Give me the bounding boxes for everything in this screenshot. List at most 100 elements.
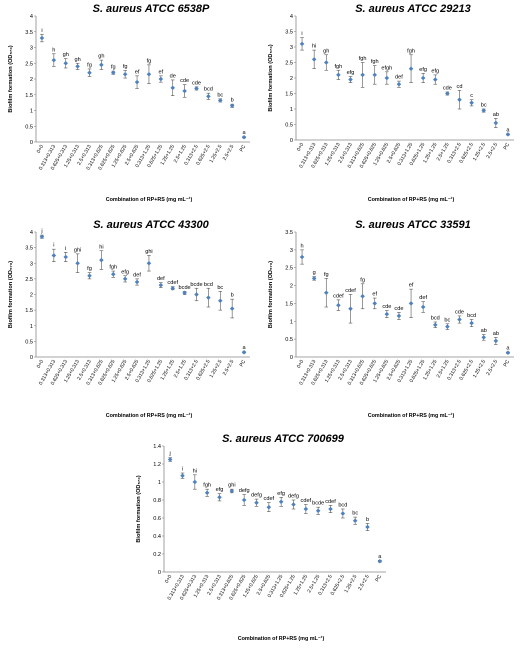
- data-point: [372, 72, 377, 78]
- x-axis-label: Combination of RP+RS (mg mL⁻¹): [368, 197, 455, 203]
- data-point: [348, 306, 353, 312]
- significance-letter: fgh: [334, 64, 342, 70]
- data-point: [303, 506, 309, 512]
- data-point: [134, 79, 140, 85]
- significance-letter: b: [366, 517, 369, 523]
- data-point: [372, 301, 377, 306]
- data-point: [408, 301, 414, 306]
- y-tick-label: 3.5: [25, 246, 33, 252]
- significance-letter: fg: [360, 277, 365, 283]
- y-tick-label: 2.5: [25, 277, 33, 283]
- y-axis-label: Biofilm formation (OD₅₇₀): [136, 475, 142, 542]
- significance-letter: cde: [455, 309, 464, 315]
- y-tick-label: 3.5: [285, 30, 293, 36]
- y-tick-label: 2: [290, 284, 293, 290]
- y-tick-label: 0: [290, 355, 293, 361]
- data-point: [324, 60, 329, 65]
- y-tick-label: 1: [290, 107, 293, 113]
- data-point: [352, 518, 358, 523]
- significance-letter: a: [378, 554, 382, 560]
- significance-letter: efg: [347, 70, 355, 76]
- significance-letter: bcd: [338, 503, 347, 509]
- significance-letter: bc: [444, 317, 450, 323]
- y-tick-label: 2.5: [285, 61, 293, 67]
- data-point: [299, 41, 305, 47]
- significance-letter: fgh: [371, 59, 379, 65]
- y-tick-label: 1: [30, 109, 33, 115]
- significance-letter: cde: [443, 85, 452, 91]
- significance-letter: fg: [324, 272, 329, 278]
- significance-letter: cde: [394, 306, 403, 312]
- data-point: [254, 500, 259, 505]
- data-point: [204, 490, 210, 496]
- y-axis-label: Biofilm formation (OD₅₇₀): [268, 44, 274, 111]
- significance-letter: ab: [481, 328, 487, 334]
- x-tick-label: PC: [239, 144, 248, 153]
- chart-panel: S. aureus ATCC 29213 0 0.5 1 1.5 2 2.5 3 3.5 4 Bio…: [268, 3, 514, 203]
- y-tick-label: 0: [30, 355, 33, 361]
- significance-letter: g: [313, 270, 316, 276]
- y-tick-label: 0: [290, 138, 293, 144]
- significance-letter: ghi: [74, 247, 81, 253]
- data-point: [217, 495, 222, 500]
- significance-letter: bcd: [431, 316, 440, 322]
- significance-letter: ef: [158, 69, 163, 75]
- x-tick-label: PC: [503, 359, 512, 368]
- chart-title: S. aureus ATCC 700699: [222, 433, 345, 445]
- data-point: [75, 64, 80, 69]
- significance-letter: bcd: [467, 313, 476, 319]
- data-point: [469, 320, 474, 326]
- y-tick-label: 3: [30, 261, 33, 267]
- x-axis-label: Combination of RP+RS (mg mL⁻¹): [106, 413, 193, 419]
- significance-letter: ghi: [145, 249, 152, 255]
- significance-letter: a: [506, 346, 510, 352]
- x-tick-label: 2.5+2.5: [222, 359, 236, 377]
- data-point: [299, 254, 305, 260]
- significance-letter: gh: [74, 57, 80, 63]
- data-point: [99, 257, 104, 263]
- significance-letter: cde: [192, 80, 201, 86]
- significance-letter: gh: [323, 48, 329, 54]
- data-point: [505, 350, 511, 355]
- significance-letter: a: [242, 130, 246, 136]
- y-tick-label: 4: [30, 230, 33, 236]
- significance-letter: efg: [419, 67, 427, 73]
- x-tick-label: PC: [239, 359, 248, 368]
- significance-letter: bcde: [179, 285, 191, 291]
- y-tick-label: 3: [290, 45, 293, 51]
- chart-title: S. aureus ATCC 29213: [355, 3, 471, 15]
- data-point: [340, 511, 346, 516]
- y-tick-label: 2: [30, 77, 33, 83]
- data-point: [111, 271, 116, 277]
- significance-letter: fg: [111, 65, 116, 71]
- data-point: [170, 85, 175, 91]
- data-point: [315, 508, 321, 514]
- significance-letter: cdef: [333, 293, 344, 299]
- y-tick-label: 4: [290, 14, 293, 20]
- y-tick-label: 0.2: [153, 552, 161, 558]
- data-point: [328, 506, 333, 512]
- significance-letter: fg: [147, 58, 152, 64]
- data-point: [360, 72, 365, 78]
- significance-letter: ab: [493, 331, 499, 337]
- significance-letter: fgh: [407, 48, 415, 54]
- x-tick-label: 0+0: [36, 144, 46, 155]
- data-point: [218, 298, 223, 304]
- y-tick-label: 1: [158, 480, 161, 486]
- x-tick-label: 0+0: [296, 359, 306, 370]
- significance-letter: c: [470, 93, 473, 99]
- x-tick-label: PC: [503, 142, 512, 151]
- data-point: [481, 335, 486, 340]
- data-point: [348, 77, 353, 82]
- significance-letter: ef: [409, 283, 414, 289]
- data-point: [384, 311, 390, 317]
- y-tick-label: 0.5: [25, 124, 33, 130]
- significance-letter: bc: [352, 511, 358, 517]
- significance-letter: efgh: [381, 65, 392, 71]
- y-tick-label: 0.5: [25, 339, 33, 345]
- significance-letter: fgh: [359, 56, 367, 62]
- significance-letter: defg: [251, 493, 262, 499]
- x-axis-label: Combination of RP+RS (mg mL⁻¹): [238, 636, 325, 642]
- chart-panel: S. aureus ATCC 33591 0 0.5 1 1.5 2 2.5 3 3.5 Biof…: [268, 219, 514, 419]
- significance-letter: fgh: [109, 265, 117, 271]
